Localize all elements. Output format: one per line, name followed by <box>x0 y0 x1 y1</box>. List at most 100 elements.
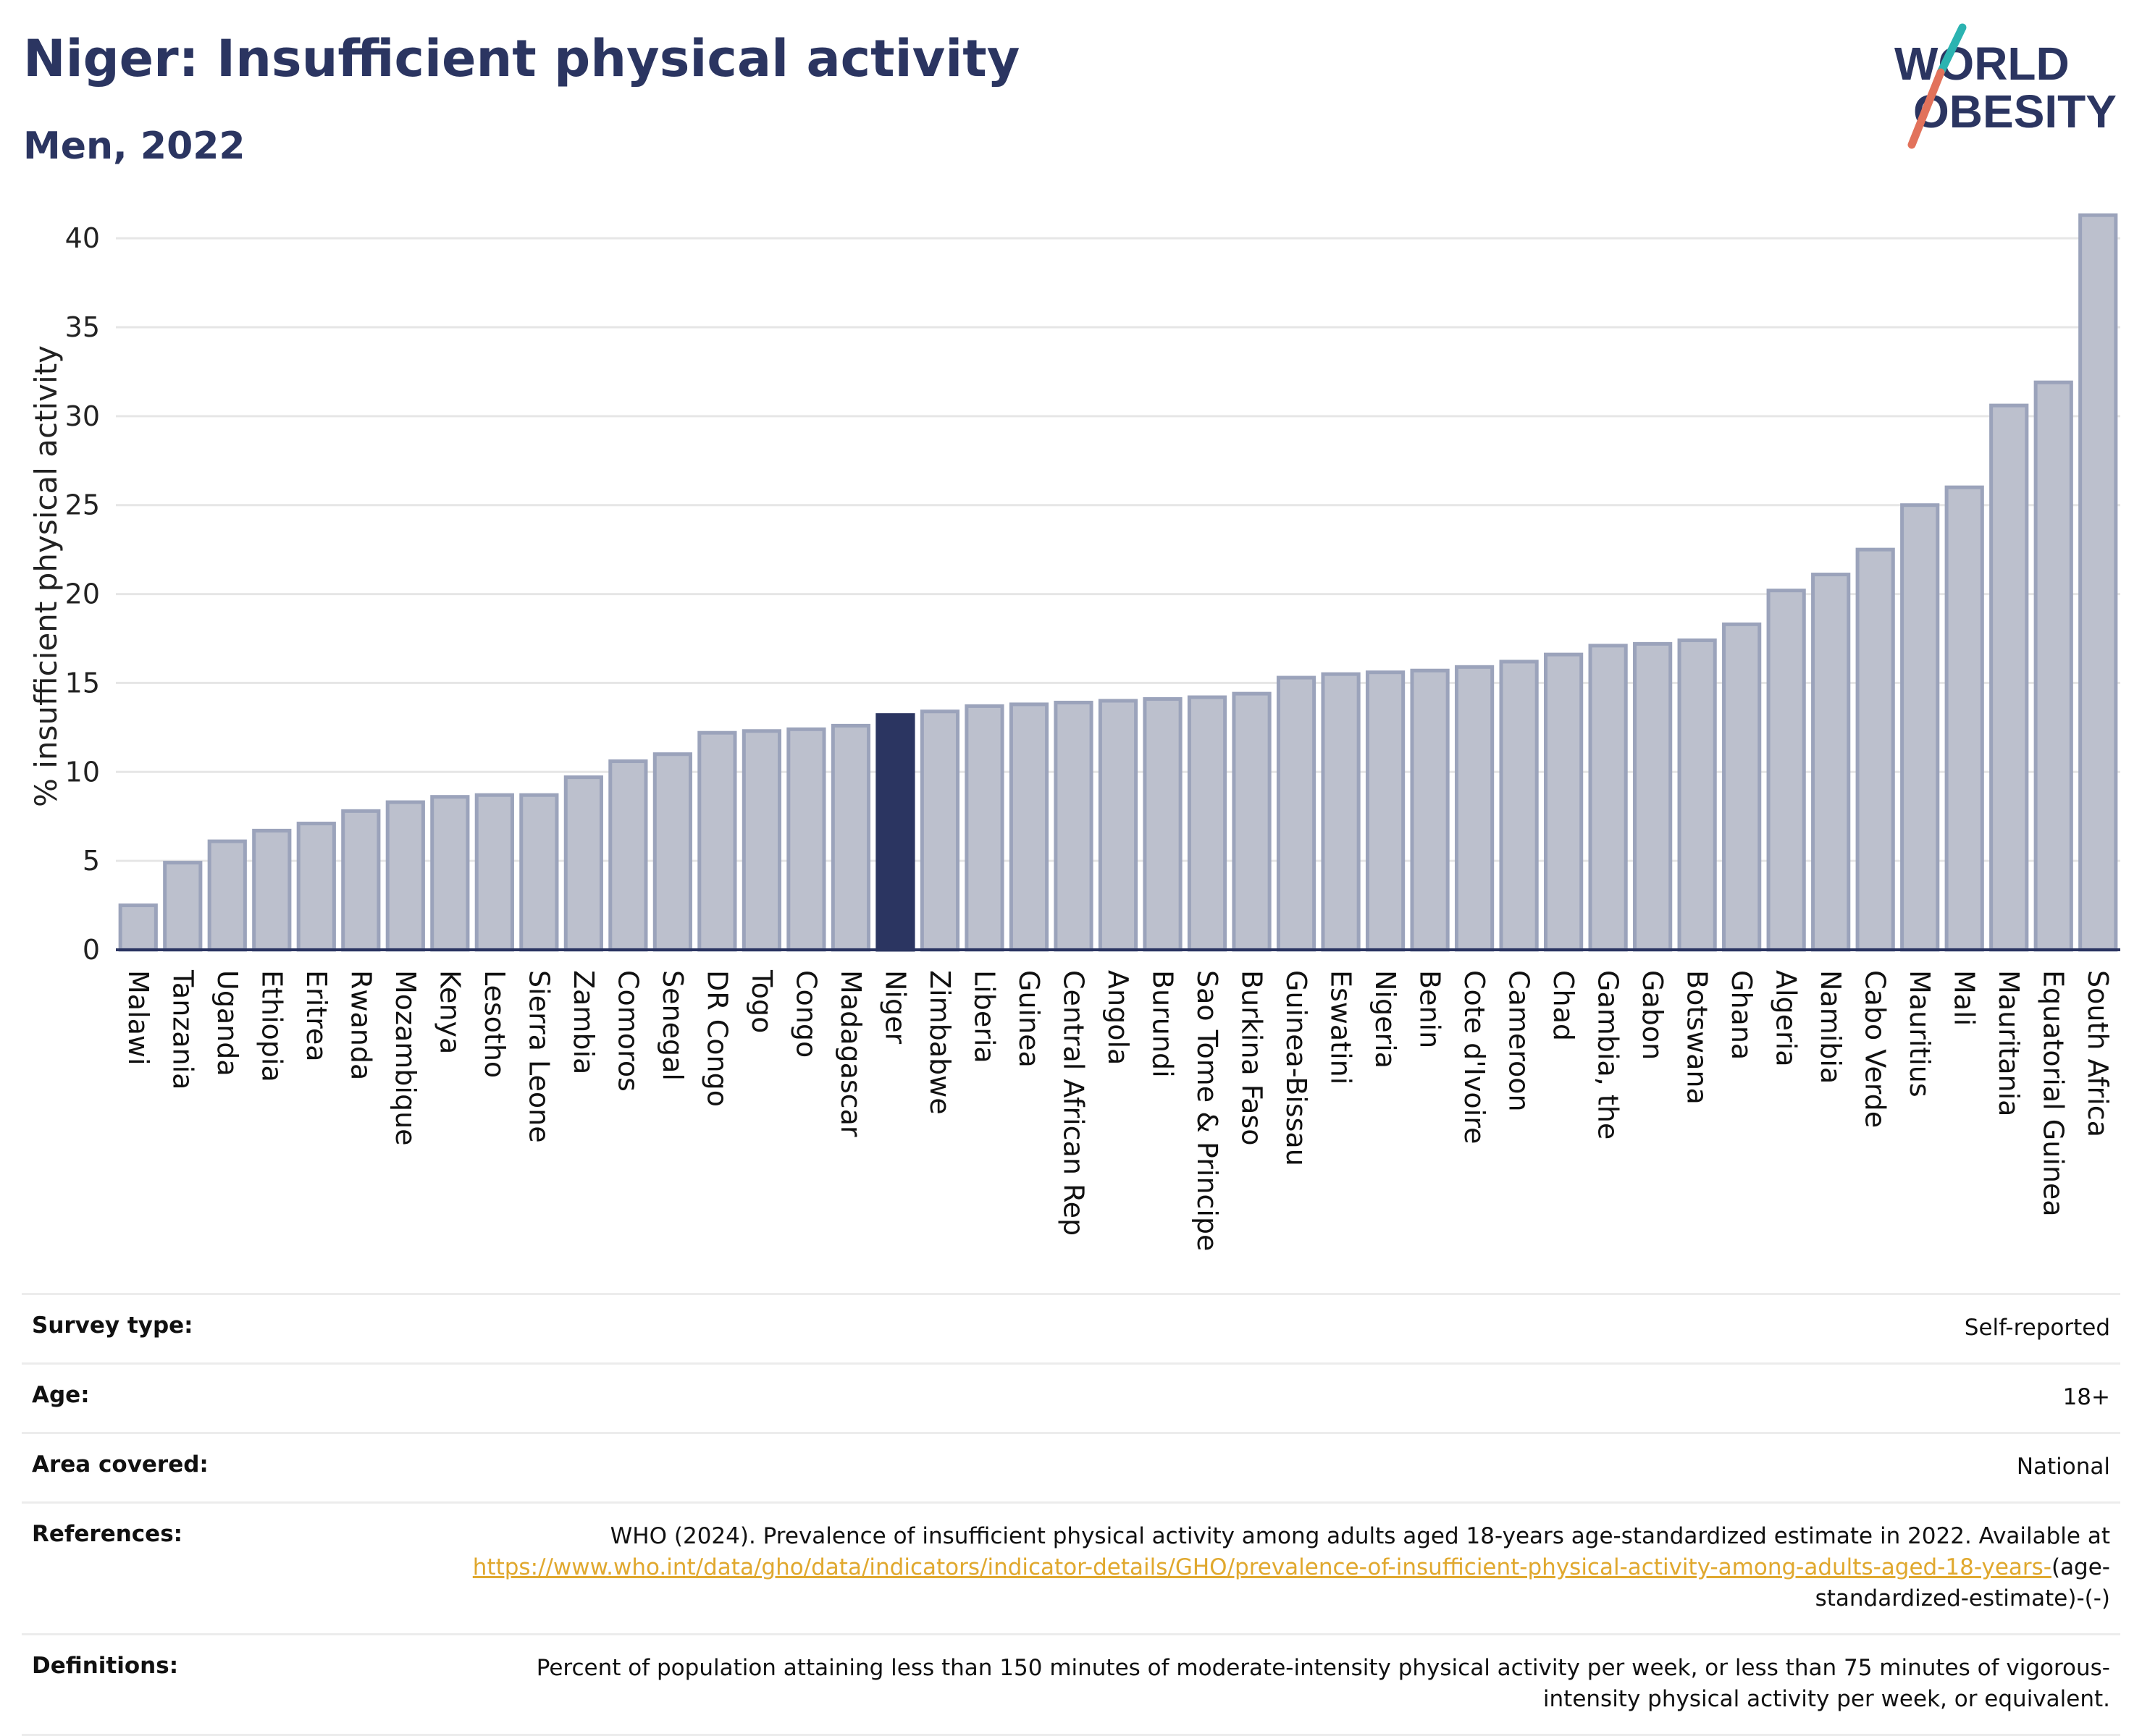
x-tick-label: South Africa <box>2082 970 2114 1137</box>
meta-row-survey-type: Survey type: Self-reported <box>22 1293 2120 1362</box>
meta-value: Self-reported <box>1964 1315 2110 1341</box>
y-tick-label: 35 <box>65 311 100 343</box>
bar <box>252 828 292 952</box>
bar <box>1321 672 1361 952</box>
x-tick-label: Cabo Verde <box>1860 970 1891 1128</box>
bar <box>1454 665 1495 952</box>
meta-label: Age: <box>32 1382 90 1408</box>
y-tick-label: 15 <box>65 667 100 699</box>
bar <box>920 709 960 952</box>
x-tick-label: Congo <box>790 970 822 1058</box>
reference-text: WHO (2024). Prevalence of insufficient p… <box>610 1523 2110 1549</box>
meta-row-references: References: WHO (2024). Prevalence of in… <box>22 1501 2120 1633</box>
x-tick-label: Zambia <box>568 970 600 1074</box>
meta-row-age: Age: 18+ <box>22 1362 2120 1432</box>
bar <box>519 793 559 952</box>
bar <box>430 795 470 952</box>
x-tick-label: Namibia <box>1815 970 1847 1084</box>
bar <box>1722 622 1762 952</box>
x-tick-label: Sierra Leone <box>523 970 555 1143</box>
bar <box>1232 691 1272 952</box>
x-tick-label: Algeria <box>1771 970 1802 1067</box>
x-tick-label: Lesotho <box>479 970 511 1078</box>
x-tick-label: Senegal <box>657 970 689 1081</box>
meta-label: Definitions: <box>32 1653 179 1679</box>
x-tick-label: Mozambique <box>390 970 421 1146</box>
x-tick-label: Chad <box>1547 970 1579 1041</box>
bar <box>1633 641 1673 952</box>
x-tick-label: Niger <box>879 970 911 1044</box>
metadata-table: Survey type: Self-reported Age: 18+ Area… <box>22 1293 2120 1736</box>
logo-line2: OBESITY <box>1913 85 2117 138</box>
bar <box>786 727 826 952</box>
x-tick-label: Angola <box>1102 970 1134 1065</box>
logo-line1: WORLD <box>1894 38 2070 90</box>
x-tick-label: Comoros <box>612 970 644 1092</box>
bar <box>1855 547 1895 952</box>
x-tick-label: Gabon <box>1637 970 1668 1060</box>
bar <box>608 759 648 952</box>
x-tick-label: Madagascar <box>835 970 867 1137</box>
bar <box>2033 380 2073 952</box>
bar <box>875 713 915 952</box>
meta-label: References: <box>32 1521 183 1547</box>
x-tick-label: Rwanda <box>345 970 377 1080</box>
bar <box>563 775 603 952</box>
bar-chart: 0 5 10 15 20 25 30 35 40 % insufficient physical … <box>28 213 2120 1251</box>
meta-value: WHO (2024). Prevalence of insufficient p… <box>445 1521 2110 1614</box>
bar <box>1410 668 1450 952</box>
bar <box>1054 700 1093 952</box>
bar <box>1365 670 1406 952</box>
y-tick-label: 20 <box>65 578 100 610</box>
x-tick-label: DR Congo <box>701 970 733 1107</box>
x-tick-label: Nigeria <box>1369 970 1401 1069</box>
reference-link[interactable]: https://www.who.int/data/gho/data/indica… <box>472 1554 2051 1580</box>
x-tick-label: Kenya <box>434 970 466 1054</box>
x-tick-label: Togo <box>746 969 778 1033</box>
meta-label: Survey type: <box>32 1312 193 1339</box>
x-tick-label: Burkina Faso <box>1236 970 1268 1146</box>
meta-value: 18+ <box>2062 1384 2110 1410</box>
bar <box>1811 573 1851 952</box>
y-tick-label: 40 <box>65 222 100 254</box>
x-tick-label: Burundi <box>1147 970 1179 1078</box>
logo-slash-bottom <box>1907 68 1945 149</box>
y-axis-label: % insufficient physical activity <box>28 345 64 807</box>
x-tick-label: Benin <box>1414 970 1446 1048</box>
bar <box>652 752 692 952</box>
bar <box>296 822 336 952</box>
x-tick-label: Gambia, the <box>1592 970 1624 1139</box>
x-tick-label: Equatorial Guinea <box>2038 970 2070 1217</box>
y-tick-label: 30 <box>65 400 100 432</box>
bar <box>831 723 871 952</box>
page-subtitle: Men, 2022 <box>23 125 245 168</box>
x-tick-label: Mauritius <box>1904 970 1936 1097</box>
bar <box>1276 675 1316 952</box>
x-tick-label: Cote d'Ivoire <box>1458 970 1490 1144</box>
page-title: Niger: Insufficient physical activity <box>23 29 1020 88</box>
x-tick-label: Ethiopia <box>256 970 287 1082</box>
x-tick-label: Zimbabwe <box>924 970 956 1115</box>
meta-value: National <box>2016 1454 2110 1480</box>
x-tick-label: Uganda <box>211 970 243 1076</box>
x-tick-label: Liberia <box>968 970 1000 1063</box>
y-tick-label: 5 <box>83 845 100 877</box>
x-tick-label: Eswatini <box>1325 970 1357 1084</box>
x-tick-label: Ghana <box>1726 970 1757 1060</box>
bar <box>1187 695 1227 952</box>
bar <box>742 729 782 952</box>
x-tick-label: Guinea-Bissau <box>1280 970 1312 1166</box>
x-tick-label: Guinea <box>1013 970 1045 1068</box>
bar <box>341 809 381 952</box>
meta-label: Area covered: <box>32 1451 209 1478</box>
logo-slash-top <box>1936 23 1967 77</box>
bar <box>1944 485 1984 952</box>
x-tick-label: Malawi <box>122 970 154 1066</box>
bar <box>1588 644 1628 952</box>
x-tick-label: Cameroon <box>1503 970 1535 1112</box>
bar <box>163 861 203 952</box>
bar <box>207 839 247 952</box>
bar <box>1098 699 1138 952</box>
bar <box>385 800 425 952</box>
x-tick-label: Tanzania <box>167 969 198 1090</box>
